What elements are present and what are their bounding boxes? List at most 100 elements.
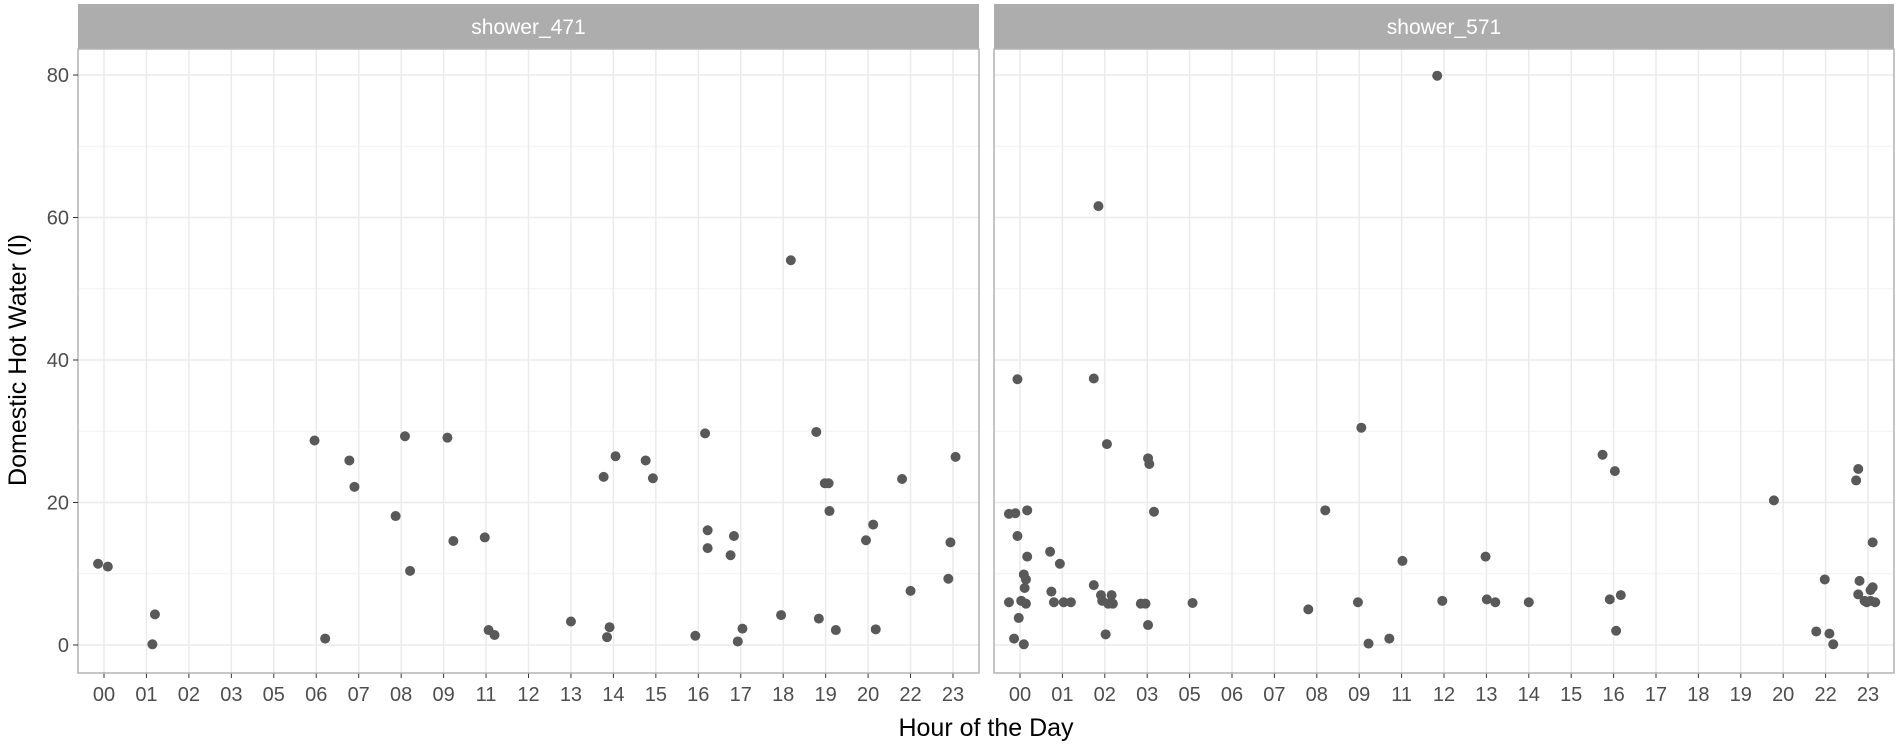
data-point bbox=[1019, 583, 1030, 593]
data-point bbox=[945, 537, 956, 548]
data-point bbox=[1828, 639, 1839, 650]
x-tick-label: 13 bbox=[1475, 684, 1497, 706]
data-point bbox=[732, 636, 743, 647]
data-point bbox=[1870, 597, 1881, 608]
data-point bbox=[1824, 628, 1835, 639]
data-point bbox=[1054, 558, 1065, 569]
data-point bbox=[1048, 597, 1059, 608]
x-tick-label: 12 bbox=[1433, 684, 1455, 706]
data-point bbox=[1397, 555, 1408, 566]
data-point bbox=[1058, 597, 1069, 608]
panel-shower_471: shower_471 00 01 02 03 05 06 07 08 09 11 12 13 14 15 16… bbox=[47, 4, 980, 706]
x-tick-label: 23 bbox=[942, 684, 964, 706]
data-point bbox=[93, 558, 104, 569]
x-tick-label: 16 bbox=[1602, 684, 1624, 706]
x-tick-label: 06 bbox=[305, 684, 327, 706]
data-point bbox=[1140, 598, 1151, 609]
data-point bbox=[1143, 620, 1154, 631]
x-tick-label: 22 bbox=[899, 684, 921, 706]
x-tick-label: 05 bbox=[1178, 684, 1200, 706]
data-point bbox=[349, 481, 360, 492]
data-point bbox=[640, 455, 651, 466]
data-point bbox=[943, 573, 954, 584]
data-point bbox=[1101, 439, 1112, 450]
data-point bbox=[1010, 508, 1021, 519]
x-tick-label: 05 bbox=[263, 684, 285, 706]
data-point bbox=[1480, 551, 1491, 562]
data-point bbox=[647, 473, 658, 484]
data-point bbox=[390, 511, 401, 522]
x-tick-label: 14 bbox=[1518, 684, 1540, 706]
data-point bbox=[1148, 506, 1159, 517]
data-point bbox=[1013, 612, 1024, 623]
x-tick-label: 17 bbox=[730, 684, 752, 706]
data-point bbox=[702, 543, 713, 554]
data-point bbox=[868, 519, 879, 530]
x-tick-label: 18 bbox=[1687, 684, 1709, 706]
x-tick-label: 09 bbox=[1348, 684, 1370, 706]
data-point bbox=[405, 565, 416, 576]
data-point bbox=[728, 530, 739, 541]
data-point bbox=[950, 451, 961, 462]
y-tick-label: 20 bbox=[47, 493, 69, 515]
panel-shower_571: shower_571 00 01 02 03 05 06 07 08 09 11 12 13 14 15 16… bbox=[993, 4, 1895, 706]
facet-strip-label: shower_571 bbox=[1387, 16, 1501, 39]
x-axis-title: Hour of the Day bbox=[898, 714, 1074, 742]
x-tick-label: 22 bbox=[1814, 684, 1836, 706]
data-point bbox=[1597, 449, 1608, 460]
facet-strip bbox=[994, 4, 1894, 49]
data-point bbox=[1490, 597, 1501, 608]
data-point bbox=[1046, 586, 1057, 597]
x-tick-label: 03 bbox=[1136, 684, 1158, 706]
x-tick-label: 06 bbox=[1221, 684, 1243, 706]
data-point bbox=[811, 426, 822, 437]
x-tick-label: 07 bbox=[1263, 684, 1285, 706]
x-tick-label: 03 bbox=[220, 684, 242, 706]
data-point bbox=[604, 622, 615, 633]
data-point bbox=[1018, 639, 1029, 650]
data-point bbox=[320, 633, 331, 644]
data-point bbox=[824, 506, 835, 517]
data-point bbox=[1088, 580, 1099, 591]
data-point bbox=[1187, 597, 1198, 608]
data-point bbox=[897, 473, 908, 484]
data-point bbox=[1867, 537, 1878, 548]
data-point bbox=[860, 535, 871, 546]
x-tick-label: 01 bbox=[1051, 684, 1073, 706]
data-point bbox=[776, 610, 787, 621]
y-tick-label: 60 bbox=[47, 208, 69, 230]
x-tick-label: 19 bbox=[815, 684, 837, 706]
panel-border bbox=[77, 48, 980, 674]
x-tick-label: 14 bbox=[602, 684, 624, 706]
data-point bbox=[1020, 598, 1031, 609]
y-tick-label: 80 bbox=[47, 65, 69, 87]
data-point bbox=[700, 428, 711, 439]
data-point bbox=[1107, 598, 1118, 609]
data-point bbox=[147, 639, 158, 650]
y-tick-label: 0 bbox=[58, 635, 69, 657]
data-point bbox=[489, 630, 500, 641]
x-tick-label: 00 bbox=[93, 684, 115, 706]
data-point bbox=[102, 561, 113, 572]
data-point bbox=[1009, 633, 1020, 644]
data-point bbox=[1437, 595, 1448, 606]
data-point bbox=[610, 451, 621, 462]
data-point bbox=[1768, 495, 1779, 506]
data-point bbox=[813, 613, 824, 624]
x-tick-label: 23 bbox=[1857, 684, 1879, 706]
data-point bbox=[1003, 597, 1014, 608]
x-tick-label: 01 bbox=[135, 684, 157, 706]
data-point bbox=[602, 632, 613, 643]
x-tick-label: 19 bbox=[1730, 684, 1752, 706]
data-point bbox=[1320, 505, 1331, 516]
x-tick-label: 00 bbox=[1009, 684, 1031, 706]
data-point bbox=[1065, 597, 1076, 608]
panel-border bbox=[993, 48, 1895, 674]
x-tick-label: 16 bbox=[687, 684, 709, 706]
data-point bbox=[1611, 625, 1622, 636]
x-tick-label: 11 bbox=[476, 684, 497, 706]
data-point bbox=[149, 609, 160, 620]
data-point bbox=[1384, 633, 1395, 644]
data-point bbox=[737, 623, 748, 634]
data-point bbox=[905, 585, 916, 596]
